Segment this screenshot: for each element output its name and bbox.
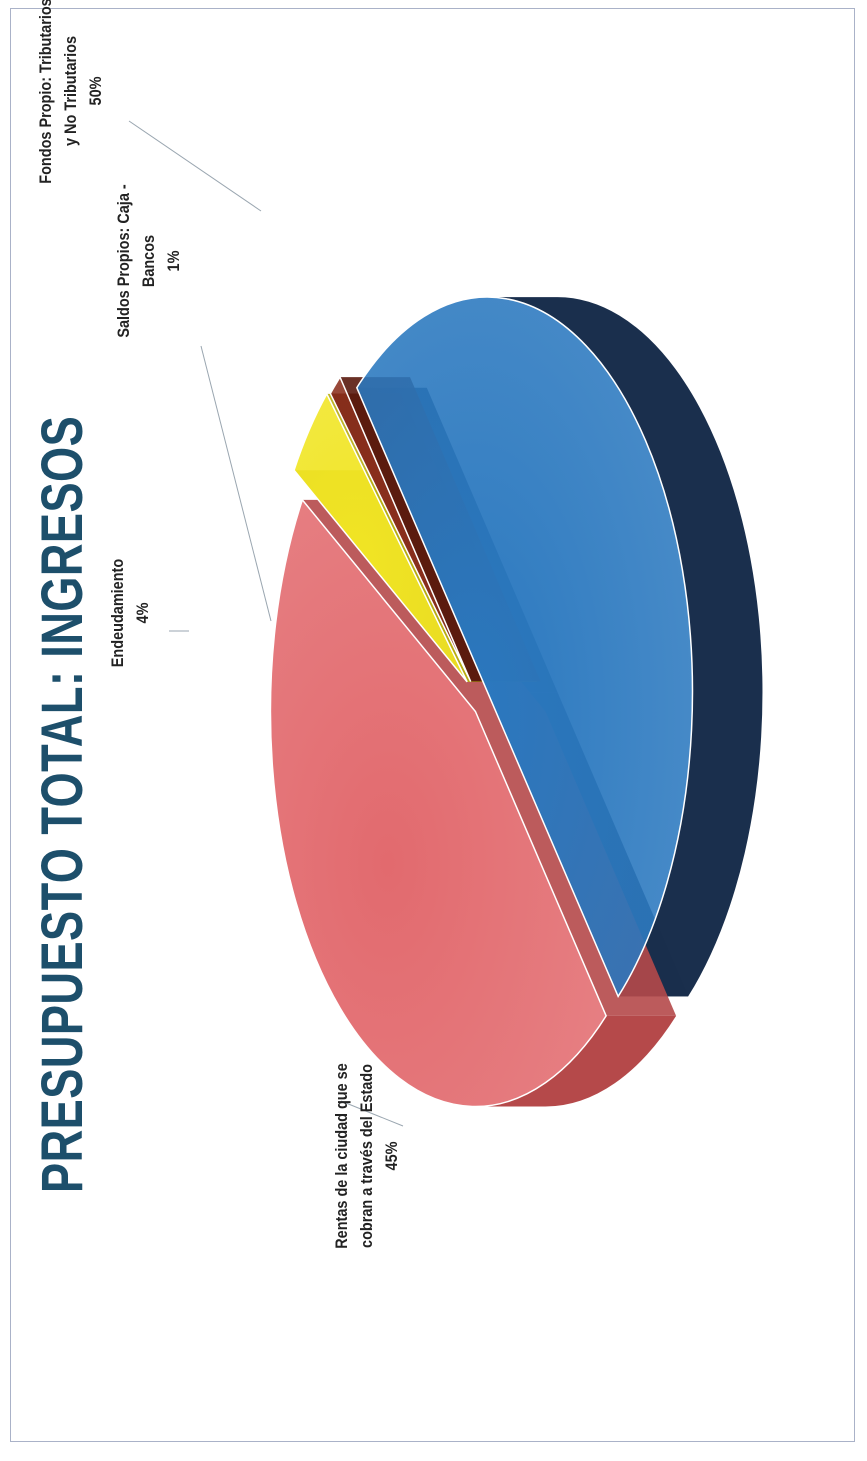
pie-slice-2: [293, 392, 468, 683]
label-rentas-line2: cobran a través del Estado: [357, 1064, 376, 1248]
label-saldos-value: 1%: [164, 250, 183, 272]
label-fondos-propios: Fondos Propio: Tributarios y No Tributar…: [33, 0, 108, 244]
label-endeudamiento: Endeudamiento 4%: [105, 460, 155, 766]
label-rentas-value: 45%: [382, 1141, 401, 1171]
pie-slice-1: [269, 498, 607, 1108]
pie-slice-3: [329, 375, 472, 682]
chart-frame: PRESUPUESTO TOTAL: INGRESOS Fondos Propi…: [10, 0, 855, 1442]
rotated-chart-area: PRESUPUESTO TOTAL: INGRESOS Fondos Propi…: [11, 0, 867, 1461]
label-saldos-propios: Saldos Propios: Caja - Bancos 1%: [111, 108, 186, 414]
label-saldos-line2: Bancos: [139, 234, 158, 288]
label-rentas-ciudad: Rentas de la ciudad que se cobran a trav…: [329, 1003, 404, 1309]
leader-line-1: [340, 1100, 404, 1127]
label-saldos-line1: Saldos Propios: Caja -: [114, 184, 133, 338]
pie-chart: [128, 120, 763, 1127]
label-endeudamiento-value: 4%: [133, 602, 152, 624]
leader-line-3: [200, 345, 272, 622]
pie-side-0-0: [487, 297, 763, 997]
label-fondos-value: 50%: [86, 76, 105, 106]
label-fondos-line2: y No Tributarios: [61, 36, 80, 147]
pie-side-1-0: [475, 1015, 677, 1107]
label-endeudamiento-line1: Endeudamiento: [108, 558, 127, 668]
label-rentas-line1: Rentas de la ciudad que se: [332, 1063, 351, 1249]
pie-slice-0: [355, 296, 694, 999]
leader-line-0: [128, 120, 262, 212]
label-fondos-line1: Fondos Propio: Tributarios: [36, 0, 55, 184]
